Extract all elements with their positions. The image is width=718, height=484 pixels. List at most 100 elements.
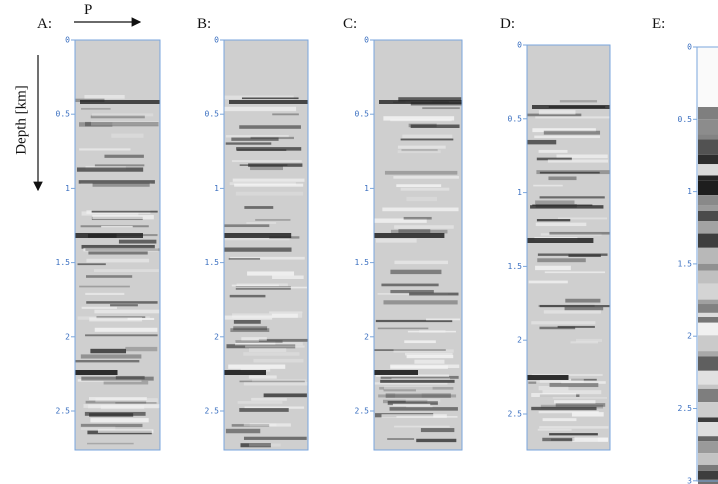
tick-label: 0.5 bbox=[508, 114, 523, 123]
panel-label: A: bbox=[37, 16, 52, 32]
reflector bbox=[243, 352, 300, 356]
reflector bbox=[383, 389, 416, 392]
reflector bbox=[235, 286, 307, 289]
reflector bbox=[233, 326, 268, 331]
reflector bbox=[410, 124, 460, 128]
reflector bbox=[533, 184, 563, 187]
reflector bbox=[239, 408, 289, 412]
reflector bbox=[538, 304, 595, 307]
layer bbox=[698, 221, 718, 234]
reflector bbox=[224, 95, 294, 100]
panel-label: D: bbox=[500, 16, 515, 32]
reflector bbox=[115, 375, 145, 380]
reflector bbox=[398, 229, 431, 233]
tick-label: 0.5 bbox=[355, 110, 370, 119]
reflector bbox=[374, 218, 427, 223]
reflector bbox=[94, 269, 159, 273]
layer bbox=[698, 107, 718, 120]
reflector bbox=[84, 95, 125, 99]
reflector bbox=[240, 443, 271, 448]
tick-label: 2 bbox=[364, 332, 369, 341]
tick-label: 3 bbox=[687, 476, 692, 484]
reflector bbox=[535, 200, 575, 205]
reflector bbox=[228, 364, 286, 369]
reflector bbox=[572, 437, 609, 443]
reflector bbox=[86, 275, 133, 278]
reflector bbox=[549, 433, 598, 436]
reflector bbox=[382, 207, 459, 212]
tick-label: 2 bbox=[517, 336, 522, 345]
reflector bbox=[80, 100, 160, 104]
reflector bbox=[250, 165, 283, 171]
reflector bbox=[543, 310, 601, 314]
reflector bbox=[248, 348, 287, 353]
reflector bbox=[245, 345, 305, 348]
reflector bbox=[416, 438, 457, 443]
reflector bbox=[539, 378, 584, 383]
reflector bbox=[543, 130, 601, 135]
panel-frame bbox=[373, 39, 463, 451]
reflector bbox=[384, 170, 458, 175]
layer bbox=[698, 417, 718, 423]
reflector bbox=[549, 231, 610, 235]
reflector bbox=[231, 424, 270, 427]
reflector bbox=[400, 138, 454, 141]
layer bbox=[698, 356, 718, 371]
layer bbox=[698, 441, 718, 454]
reflector bbox=[75, 233, 143, 238]
layer bbox=[698, 119, 718, 135]
reflector bbox=[231, 160, 302, 163]
reflector bbox=[547, 159, 609, 163]
tick-label: 0.5 bbox=[56, 110, 71, 119]
reflector bbox=[97, 429, 154, 433]
reflector bbox=[243, 381, 308, 386]
reflector bbox=[269, 311, 303, 314]
layer bbox=[698, 175, 718, 181]
reflector bbox=[542, 418, 577, 422]
reflector bbox=[420, 428, 455, 433]
reflector bbox=[535, 116, 610, 119]
tick-label: 0.5 bbox=[205, 110, 220, 119]
reflector bbox=[243, 423, 277, 427]
reflector bbox=[88, 251, 148, 255]
reflector bbox=[78, 180, 155, 184]
reflector bbox=[83, 404, 160, 408]
reflector bbox=[531, 321, 596, 325]
reflector bbox=[559, 100, 598, 103]
reflector bbox=[80, 423, 143, 428]
reflector bbox=[540, 233, 602, 236]
reflector bbox=[549, 382, 599, 388]
pointer-label: P bbox=[84, 2, 92, 18]
reflector bbox=[377, 327, 429, 330]
layer bbox=[698, 270, 718, 284]
panel-label: E: bbox=[652, 16, 665, 32]
reflector bbox=[87, 442, 134, 445]
tick-label: 2.5 bbox=[508, 410, 523, 419]
panels: A:00.511.522.5B:00.511.522.5C:00.511.522… bbox=[37, 16, 718, 484]
tick-label: 0 bbox=[364, 36, 369, 45]
reflector bbox=[383, 300, 458, 305]
reflector bbox=[85, 248, 160, 251]
tick-label: 2.5 bbox=[205, 407, 220, 416]
layer bbox=[698, 422, 718, 437]
reflector bbox=[110, 304, 138, 307]
tick-label: 1 bbox=[364, 184, 369, 193]
reflector bbox=[241, 337, 267, 341]
layer bbox=[698, 351, 718, 357]
reflector bbox=[225, 135, 289, 138]
reflector bbox=[532, 128, 596, 133]
reflector bbox=[85, 334, 158, 337]
tick-label: 0.5 bbox=[678, 115, 693, 124]
layer bbox=[698, 464, 718, 471]
reflector bbox=[91, 113, 154, 117]
reflector bbox=[247, 271, 295, 276]
reflector bbox=[375, 238, 417, 243]
reflector bbox=[95, 398, 158, 403]
reflector bbox=[224, 106, 297, 112]
layer bbox=[698, 322, 718, 336]
reflector bbox=[224, 235, 290, 241]
reflector bbox=[538, 410, 599, 414]
reflector bbox=[544, 271, 606, 274]
reflector bbox=[94, 309, 160, 314]
